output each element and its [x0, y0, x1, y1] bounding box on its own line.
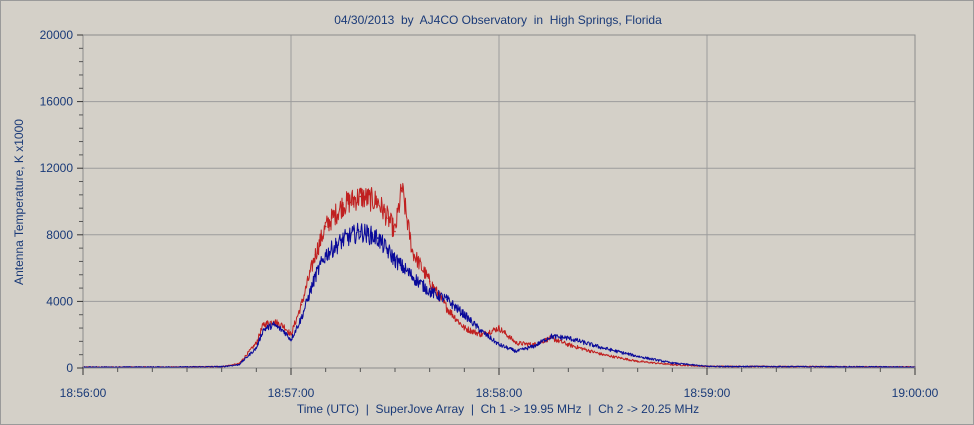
series-1-point — [272, 323, 275, 326]
series-2-point — [290, 333, 292, 336]
x-tick-label: 18:59:00 — [684, 386, 731, 400]
series-2-point — [324, 225, 327, 228]
series-2-point — [314, 254, 317, 256]
x-tick-label: 19:00:00 — [892, 386, 939, 400]
series-2-point — [387, 217, 389, 219]
series-2-point — [300, 303, 303, 306]
y-tick-label: 4000 — [46, 294, 73, 308]
y-tick-label: 0 — [66, 361, 73, 375]
y-tick-label: 16000 — [40, 95, 74, 109]
series-1-point — [238, 363, 240, 366]
series-2-point — [463, 327, 466, 329]
series-1-point — [394, 259, 396, 261]
series-1-point — [428, 290, 431, 293]
y-axis-label: Antenna Temperature, K x1000 — [12, 119, 26, 285]
series-2-point — [411, 250, 414, 253]
x-axis-label: Time (UTC) | SuperJove Array | Ch 1 -> 1… — [297, 402, 699, 416]
series-2-point — [480, 333, 483, 336]
series-2-point — [262, 323, 265, 326]
chart-title: 04/30/2013 by AJ4CO Observatory in High … — [334, 13, 662, 27]
series-2-point — [567, 343, 570, 346]
series-2-point — [283, 325, 285, 328]
x-tick-label: 18:57:00 — [268, 386, 315, 400]
x-tick-label: 18:56:00 — [60, 386, 107, 400]
x-tick-label: 18:58:00 — [476, 386, 523, 400]
series-2-point — [401, 187, 403, 189]
series-1-point — [498, 343, 500, 346]
series-2-point — [515, 342, 518, 344]
series-1-point — [186, 366, 188, 368]
series-2-point — [359, 195, 362, 198]
series-1-point — [515, 350, 518, 353]
series-1-point — [602, 347, 604, 349]
series-2-point — [376, 200, 379, 203]
series-2-point — [636, 360, 639, 363]
y-tick-label: 20000 — [40, 28, 74, 42]
series-2-point — [446, 307, 448, 309]
series-1-point — [411, 275, 414, 278]
series-1-point — [671, 362, 674, 364]
grid-lines — [83, 35, 915, 368]
series-1-point — [480, 330, 483, 333]
series-1-point — [359, 230, 362, 233]
series-1-point — [300, 317, 303, 319]
axis-ticks — [77, 34, 916, 375]
series-1-point — [262, 328, 265, 331]
series-1-point — [376, 237, 379, 239]
y-tick-label: 12000 — [40, 161, 74, 175]
series-2-point — [498, 327, 500, 329]
series-1-point — [255, 347, 258, 349]
series-2-point — [342, 204, 344, 206]
series-2-point — [602, 353, 604, 356]
tick-labels: 0 4000 8000 12000 16000 20000 18:56:00 18:57:00… — [40, 28, 939, 400]
series-1-point — [567, 337, 570, 339]
series-2-point — [255, 342, 258, 344]
series-1-point — [290, 338, 292, 341]
series-1-point — [706, 365, 708, 368]
series-1-point — [314, 275, 317, 278]
series-2-point — [394, 230, 396, 233]
series-1-point — [463, 313, 466, 316]
series-layer — [82, 182, 916, 369]
series-1-point — [220, 365, 223, 368]
series-1-point — [342, 239, 344, 241]
series-1-point — [283, 330, 285, 333]
y-tick-label: 8000 — [46, 228, 73, 242]
series-1-point — [324, 254, 327, 256]
series-1-point — [446, 298, 448, 301]
series-2-point — [428, 280, 431, 283]
series-1-point — [636, 355, 639, 358]
series-1-point — [550, 335, 552, 338]
series-1-point — [532, 345, 535, 348]
